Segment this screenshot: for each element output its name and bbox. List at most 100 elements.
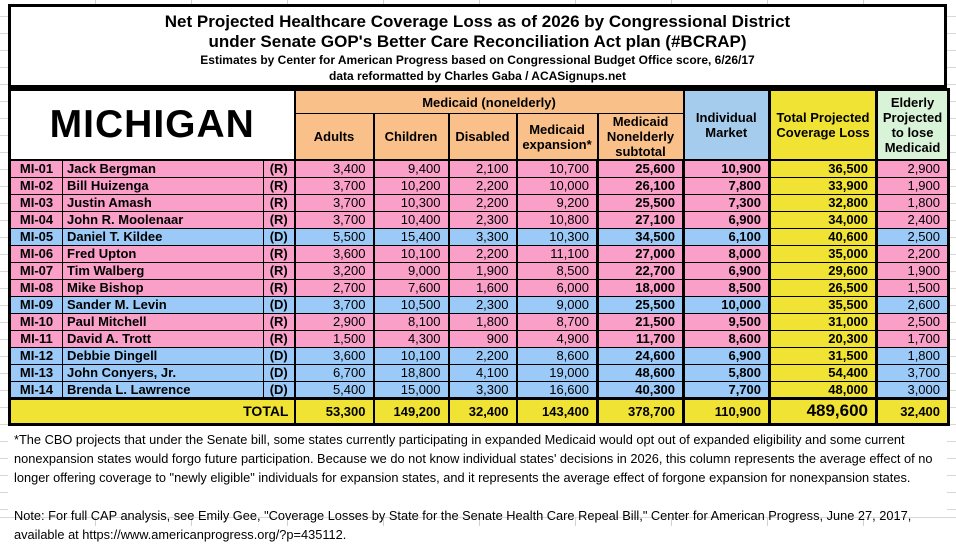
title-line-2: under Senate GOP's Better Care Reconcili…	[208, 32, 747, 51]
total-children: 149,200	[372, 396, 450, 426]
cell-subtotal: 18,000	[595, 278, 686, 297]
cell-party: (R)	[263, 278, 296, 297]
district-row: MI-04 John R. Moolenaar (R) 3,700 10,400 2,30…	[9, 210, 950, 229]
cell-elderly: 1,500	[875, 278, 950, 297]
cell-disabled: 2,300	[447, 210, 518, 229]
cell-district: MI-06	[9, 244, 63, 263]
cell-name: Bill Huizenga	[62, 176, 264, 195]
cell-party: (R)	[263, 312, 296, 331]
cell-individual: 9,500	[682, 312, 772, 331]
cell-elderly: 1,700	[875, 329, 950, 348]
medicaid-group-header: Medicaid (nonelderly)	[293, 88, 685, 114]
total-label: TOTAL	[8, 396, 296, 426]
cell-subtotal: 25,500	[595, 193, 686, 212]
cell-total: 31,000	[768, 312, 879, 331]
cell-name: Tim Walberg	[62, 261, 264, 280]
district-row: MI-08 Mike Bishop (R) 2,700 7,600 1,600 6,000 1…	[9, 278, 950, 297]
medicaid-expansion-header: Medicaid expansion*	[515, 113, 599, 161]
cell-name: Paul Mitchell	[62, 312, 264, 331]
cell-total: 40,600	[768, 227, 879, 246]
cell-expansion: 11,100	[515, 244, 599, 263]
cell-elderly: 3,700	[875, 363, 950, 382]
district-row: MI-09 Sander M. Levin (D) 3,700 10,500 2,300 9…	[9, 295, 950, 314]
cell-district: MI-13	[9, 363, 63, 382]
cell-expansion: 19,000	[515, 363, 599, 382]
cell-expansion: 9,000	[515, 295, 599, 314]
cell-elderly: 1,800	[875, 346, 950, 365]
cell-disabled: 2,200	[447, 346, 518, 365]
cell-disabled: 4,100	[447, 363, 518, 382]
cell-individual: 6,900	[682, 346, 772, 365]
cell-expansion: 6,000	[515, 278, 599, 297]
cell-name: John R. Moolenaar	[62, 210, 264, 229]
cell-individual: 6,100	[682, 227, 772, 246]
cell-district: MI-05	[9, 227, 63, 246]
total-individual-market: 110,900	[682, 396, 772, 426]
cell-total: 35,500	[768, 295, 879, 314]
cell-expansion: 9,200	[515, 193, 599, 212]
cell-children: 10,400	[372, 210, 450, 229]
cell-party: (R)	[263, 210, 296, 229]
cell-disabled: 1,600	[447, 278, 518, 297]
cell-district: MI-02	[9, 176, 63, 195]
disabled-header: Disabled	[447, 113, 518, 161]
grand-total-coverage-loss: 489,600	[768, 396, 879, 426]
cell-subtotal: 34,500	[595, 227, 686, 246]
cell-district: MI-09	[9, 295, 63, 314]
cell-elderly: 2,200	[875, 244, 950, 263]
cell-party: (R)	[263, 176, 296, 195]
cell-children: 10,500	[372, 295, 450, 314]
cell-children: 18,800	[372, 363, 450, 382]
cell-adults: 5,500	[293, 227, 375, 246]
cell-children: 9,400	[372, 159, 450, 178]
district-row: MI-03 Justin Amash (R) 3,700 10,300 2,200 9,20…	[9, 193, 950, 212]
cell-expansion: 8,600	[515, 346, 599, 365]
cell-disabled: 2,200	[447, 244, 518, 263]
cell-adults: 3,400	[293, 159, 375, 178]
cell-district: MI-03	[9, 193, 63, 212]
cell-individual: 7,300	[682, 193, 772, 212]
cell-children: 15,000	[372, 380, 450, 399]
cell-expansion: 10,000	[515, 176, 599, 195]
cell-district: MI-10	[9, 312, 63, 331]
cell-subtotal: 24,600	[595, 346, 686, 365]
title-line-1: Net Projected Healthcare Coverage Loss a…	[164, 12, 791, 31]
subtitle-line-2: data reformatted by Charles Gaba / ACASi…	[329, 69, 626, 83]
district-row: MI-13 John Conyers, Jr. (D) 6,700 18,800 4,10…	[9, 363, 950, 382]
cell-individual: 7,700	[682, 380, 772, 399]
cell-adults: 3,200	[293, 261, 375, 280]
district-row: MI-01 Jack Bergman (R) 3,400 9,400 2,100 10,70…	[9, 159, 950, 178]
cell-expansion: 10,800	[515, 210, 599, 229]
cell-party: (R)	[263, 159, 296, 178]
district-row: MI-02 Bill Huizenga (R) 3,700 10,200 2,200 10,…	[9, 176, 950, 195]
cell-disabled: 1,900	[447, 261, 518, 280]
total-row: TOTAL 53,300 149,200 32,400 143,400 378,…	[8, 396, 950, 426]
cell-party: (D)	[263, 295, 296, 314]
cell-total: 54,400	[768, 363, 879, 382]
cell-disabled: 1,800	[447, 312, 518, 331]
cell-total: 32,800	[768, 193, 879, 212]
cell-subtotal: 27,000	[595, 244, 686, 263]
cell-subtotal: 26,100	[595, 176, 686, 195]
cell-elderly: 1,900	[875, 261, 950, 280]
district-row: MI-07 Tim Walberg (R) 3,200 9,000 1,900 8,500 2…	[9, 261, 950, 280]
cell-disabled: 3,300	[447, 380, 518, 399]
cell-district: MI-01	[9, 159, 63, 178]
cell-disabled: 900	[447, 329, 518, 348]
cell-elderly: 2,500	[875, 227, 950, 246]
cell-individual: 8,600	[682, 329, 772, 348]
cell-name: John Conyers, Jr.	[62, 363, 264, 382]
cell-party: (D)	[263, 227, 296, 246]
cell-total: 33,900	[768, 176, 879, 195]
state-name: MICHIGAN	[8, 88, 296, 161]
cell-expansion: 8,700	[515, 312, 599, 331]
cell-district: MI-14	[9, 380, 63, 399]
cell-individual: 6,900	[682, 261, 772, 280]
cell-district: MI-08	[9, 278, 63, 297]
cell-total: 29,600	[768, 261, 879, 280]
cell-adults: 1,500	[293, 329, 375, 348]
cell-expansion: 10,700	[515, 159, 599, 178]
cell-subtotal: 22,700	[595, 261, 686, 280]
cell-elderly: 2,500	[875, 312, 950, 331]
district-row: MI-06 Fred Upton (R) 3,600 10,100 2,200 11,100…	[9, 244, 950, 263]
